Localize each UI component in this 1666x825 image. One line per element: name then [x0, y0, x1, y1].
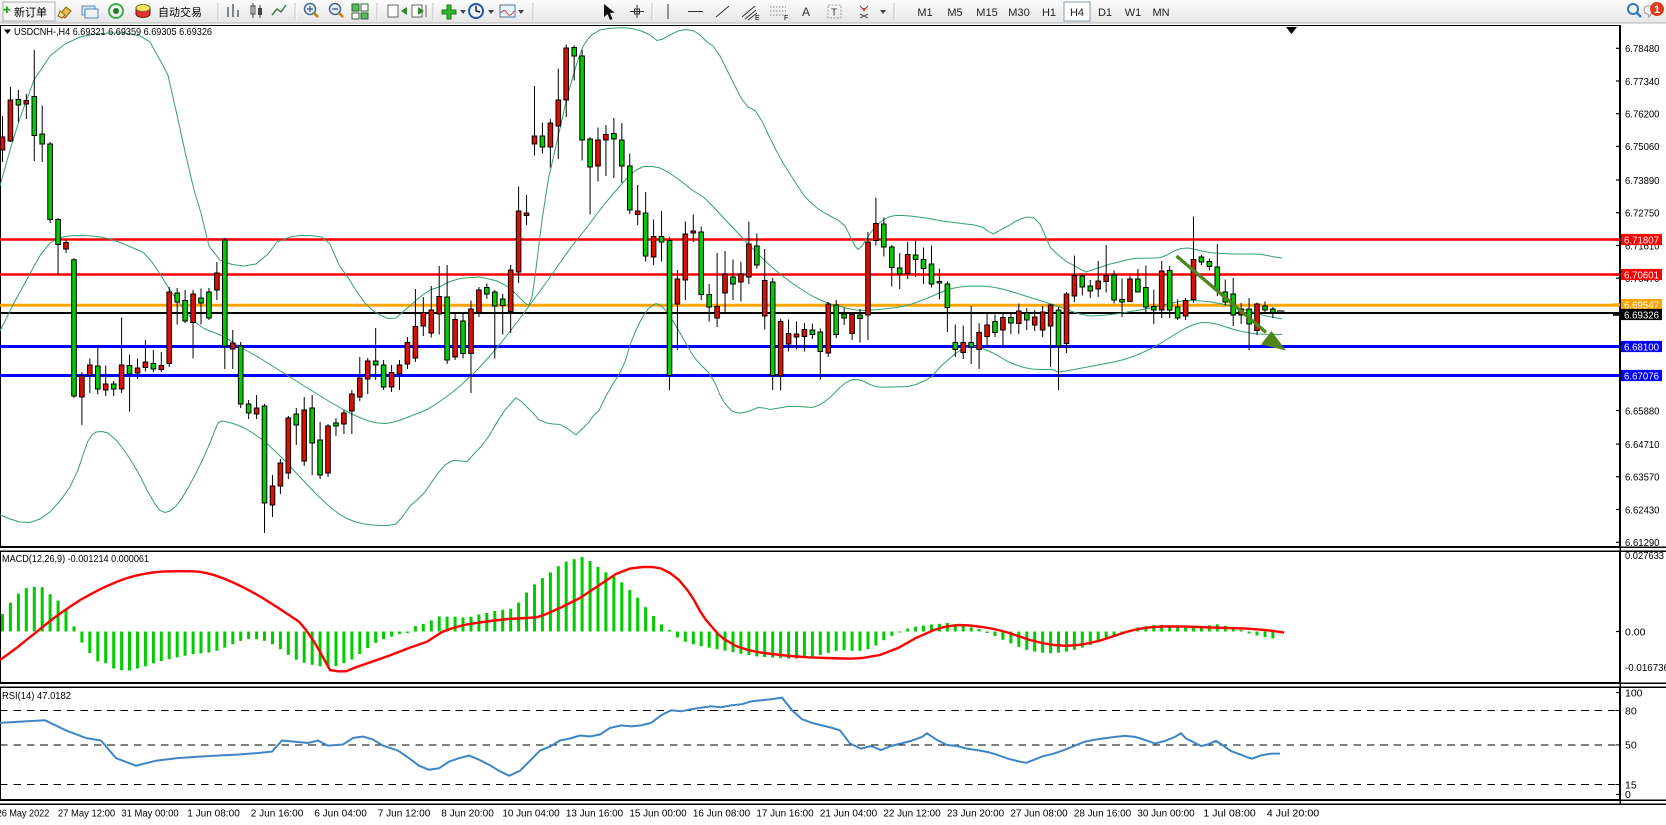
- svg-text:6.75060: 6.75060: [1625, 141, 1660, 153]
- svg-text:2 Jun 16:00: 2 Jun 16:00: [251, 809, 304, 820]
- svg-text:6.68100: 6.68100: [1624, 341, 1659, 353]
- svg-text:E: E: [755, 15, 760, 22]
- svg-text:6.61290: 6.61290: [1625, 537, 1660, 549]
- svg-text:7 Jun 12:00: 7 Jun 12:00: [378, 809, 431, 820]
- svg-text:15: 15: [1625, 779, 1637, 791]
- svg-text:USDCNH-,H4 6.69321 6.69359 6.: USDCNH-,H4 6.69321 6.69359 6.69305 6.693…: [14, 26, 212, 38]
- svg-text:16 Jun 08:00: 16 Jun 08:00: [693, 809, 751, 820]
- svg-text:8 Jun 20:00: 8 Jun 20:00: [441, 809, 494, 820]
- svg-text:15 Jun 00:00: 15 Jun 00:00: [629, 809, 687, 820]
- svg-text:21 Jun 04:00: 21 Jun 04:00: [820, 809, 878, 820]
- svg-text:6.65880: 6.65880: [1625, 405, 1660, 417]
- svg-text:H4: H4: [1070, 7, 1084, 19]
- svg-text:6.64710: 6.64710: [1625, 439, 1660, 451]
- svg-text:M1: M1: [917, 7, 932, 19]
- svg-text:6.69326: 6.69326: [1624, 309, 1659, 321]
- svg-text:80: 80: [1625, 705, 1637, 717]
- svg-text:-0.016736: -0.016736: [1625, 662, 1666, 674]
- svg-text:4 Jul 20:00: 4 Jul 20:00: [1267, 809, 1320, 820]
- svg-text:23 Jun 20:00: 23 Jun 20:00: [947, 809, 1005, 820]
- svg-text:MACD(12,26,9) -0.001214 0.0000: MACD(12,26,9) -0.001214 0.000061: [2, 553, 149, 565]
- svg-text:T: T: [831, 8, 837, 19]
- svg-text:27 May 12:00: 27 May 12:00: [58, 809, 116, 820]
- svg-text:6.76200: 6.76200: [1625, 109, 1660, 121]
- svg-text:13 Jun 16:00: 13 Jun 16:00: [566, 809, 624, 820]
- svg-text:6.78480: 6.78480: [1625, 43, 1660, 55]
- svg-text:1 Jun 08:00: 1 Jun 08:00: [187, 809, 240, 820]
- svg-text:M30: M30: [1008, 7, 1029, 19]
- svg-text:W1: W1: [1125, 7, 1142, 19]
- svg-text:RSI(14) 47.0182: RSI(14) 47.0182: [2, 690, 71, 702]
- svg-text:6.62430: 6.62430: [1625, 504, 1660, 516]
- svg-text:H1: H1: [1042, 7, 1056, 19]
- svg-text:26 May 2022: 26 May 2022: [0, 809, 50, 820]
- svg-text:27 Jun 08:00: 27 Jun 08:00: [1010, 809, 1068, 820]
- svg-text:6.63570: 6.63570: [1625, 472, 1660, 484]
- svg-text:M5: M5: [947, 7, 962, 19]
- svg-text:M15: M15: [976, 7, 997, 19]
- svg-text:6 Jun 04:00: 6 Jun 04:00: [314, 809, 367, 820]
- svg-text:新订单: 新订单: [14, 5, 47, 19]
- svg-text:0: 0: [1625, 789, 1631, 801]
- svg-text:22 Jun 12:00: 22 Jun 12:00: [883, 809, 941, 820]
- svg-text:0.00: 0.00: [1625, 626, 1646, 638]
- svg-text:MN: MN: [1152, 7, 1169, 19]
- svg-text:F: F: [784, 15, 788, 22]
- svg-text:6.67076: 6.67076: [1624, 370, 1659, 382]
- svg-text:10 Jun 04:00: 10 Jun 04:00: [502, 809, 560, 820]
- svg-text:6.77340: 6.77340: [1625, 76, 1660, 88]
- svg-text:30 Jun 00:00: 30 Jun 00:00: [1137, 809, 1195, 820]
- svg-text:6.69547: 6.69547: [1624, 299, 1659, 311]
- svg-text:自动交易: 自动交易: [158, 5, 202, 19]
- svg-text:6.71807: 6.71807: [1624, 234, 1659, 246]
- svg-text:1: 1: [1654, 4, 1660, 16]
- svg-text:50: 50: [1625, 740, 1637, 752]
- svg-text:6.70601: 6.70601: [1624, 269, 1659, 281]
- svg-text:1 Jul 08:00: 1 Jul 08:00: [1203, 809, 1256, 820]
- svg-text:31 May 00:00: 31 May 00:00: [121, 809, 179, 820]
- svg-text:A: A: [802, 5, 810, 19]
- svg-text:0.027633: 0.027633: [1625, 550, 1664, 562]
- svg-text:D1: D1: [1098, 7, 1112, 19]
- svg-text:6.73890: 6.73890: [1625, 175, 1660, 187]
- svg-text:100: 100: [1625, 687, 1643, 699]
- svg-text:17 Jun 16:00: 17 Jun 16:00: [756, 809, 814, 820]
- svg-text:6.72750: 6.72750: [1625, 208, 1660, 220]
- svg-text:28 Jun 16:00: 28 Jun 16:00: [1074, 809, 1132, 820]
